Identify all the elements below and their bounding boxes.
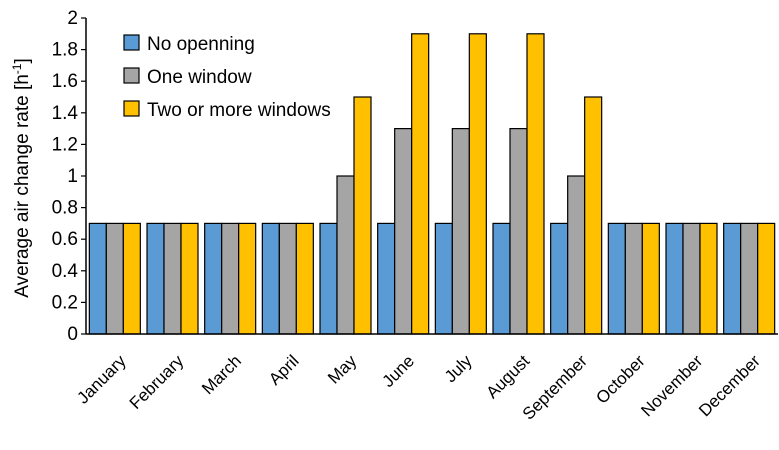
bar-october-series-1 bbox=[607, 222, 626, 335]
bar-december-series-3 bbox=[757, 222, 776, 335]
y-tick-label: 0 bbox=[67, 324, 78, 345]
bar-june-series-2 bbox=[394, 128, 413, 335]
x-category-label: March bbox=[198, 351, 245, 398]
legend-label-series-2: One window bbox=[147, 67, 252, 88]
y-axis-title-suffix: ] bbox=[12, 58, 33, 63]
bar-january-series-1 bbox=[88, 222, 107, 335]
bar-march-series-3 bbox=[238, 222, 257, 335]
legend: No openning One window Two or more windows bbox=[123, 34, 331, 121]
bar-november-series-2 bbox=[682, 222, 701, 335]
y-tick-label: 1.6 bbox=[52, 71, 78, 92]
bar-may-series-1 bbox=[319, 222, 338, 335]
legend-swatch-series-2 bbox=[123, 67, 140, 84]
x-category-label: November bbox=[637, 351, 706, 420]
bar-january-series-3 bbox=[122, 222, 141, 335]
y-tick-label: 1.2 bbox=[52, 134, 78, 155]
bar-april-series-2 bbox=[278, 222, 297, 335]
x-category-label: February bbox=[126, 351, 188, 413]
bar-july-series-3 bbox=[468, 33, 487, 335]
bar-august-series-1 bbox=[492, 222, 511, 335]
x-category-label: July bbox=[441, 351, 476, 386]
bar-july-series-1 bbox=[434, 222, 453, 335]
y-tick-label: 0.8 bbox=[52, 198, 78, 219]
bar-october-series-3 bbox=[641, 222, 660, 335]
bar-april-series-1 bbox=[261, 222, 280, 335]
bar-november-series-1 bbox=[665, 222, 684, 335]
y-ticks: 0 0.2 0.4 0.6 0.8 1 1.2 1.4 1.6 1.8 2 bbox=[52, 8, 86, 345]
bar-september-series-2 bbox=[567, 175, 586, 335]
bar-september-series-1 bbox=[550, 222, 569, 335]
x-category-label: October bbox=[592, 351, 648, 407]
bar-march-series-2 bbox=[221, 222, 240, 335]
y-tick-label: 0.6 bbox=[52, 229, 78, 250]
y-tick-label: 0.2 bbox=[52, 292, 78, 313]
bar-january-series-2 bbox=[105, 222, 124, 335]
legend-label-series-1: No openning bbox=[147, 34, 255, 55]
bar-july-series-2 bbox=[451, 128, 470, 335]
bar-february-series-2 bbox=[163, 222, 182, 335]
bar-august-series-2 bbox=[509, 128, 528, 335]
legend-swatch-series-1 bbox=[123, 34, 140, 51]
x-category-label: December bbox=[695, 351, 764, 420]
legend-swatch-series-3 bbox=[123, 100, 140, 117]
x-category-label: January bbox=[73, 351, 130, 408]
bar-march-series-1 bbox=[204, 222, 223, 335]
bar-september-series-3 bbox=[584, 96, 603, 335]
bar-october-series-2 bbox=[624, 222, 643, 335]
bar-december-series-1 bbox=[723, 222, 742, 335]
bar-november-series-3 bbox=[699, 222, 718, 335]
y-tick-label: 1.8 bbox=[52, 40, 78, 61]
x-category-label: June bbox=[378, 351, 418, 391]
bar-june-series-3 bbox=[411, 33, 430, 335]
bar-april-series-3 bbox=[295, 222, 314, 335]
y-tick-label: 2 bbox=[67, 8, 78, 29]
y-axis-title-superscript: -1 bbox=[10, 63, 24, 74]
bar-december-series-2 bbox=[740, 222, 759, 335]
legend-label-series-3: Two or more windows bbox=[147, 100, 331, 121]
bar-june-series-1 bbox=[377, 222, 396, 335]
x-category-label: May bbox=[324, 351, 360, 387]
x-category-label: April bbox=[265, 351, 302, 388]
y-tick-label: 1.4 bbox=[52, 103, 79, 124]
bar-february-series-1 bbox=[146, 222, 165, 335]
bar-may-series-3 bbox=[353, 96, 372, 335]
y-axis-title: Average air change rate [h-1] bbox=[10, 58, 33, 298]
bars-layer bbox=[88, 33, 776, 335]
y-tick-label: 1 bbox=[67, 166, 78, 187]
y-tick-label: 0.4 bbox=[52, 261, 79, 282]
x-category-label: August bbox=[482, 351, 533, 402]
bar-february-series-3 bbox=[180, 222, 199, 335]
bar-august-series-3 bbox=[526, 33, 545, 335]
bar-may-series-2 bbox=[336, 175, 355, 335]
